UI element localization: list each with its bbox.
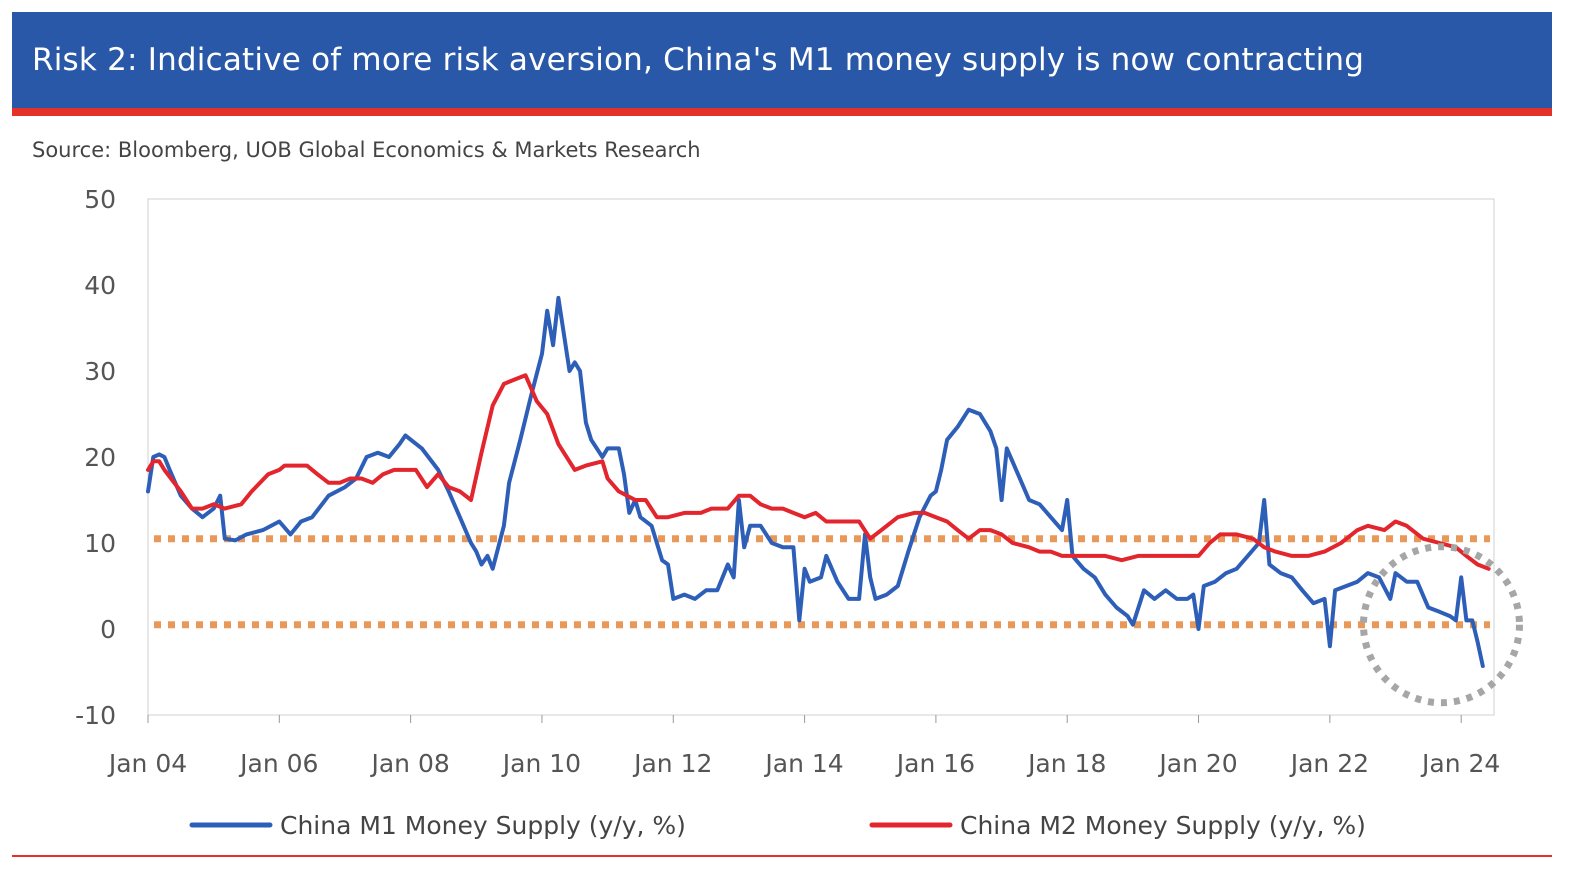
x-tick-label: Jan 08 bbox=[369, 749, 449, 778]
x-axis-ticks: Jan 04 Jan 06 Jan 08 Jan 10 Jan 12 Jan 14 Jan … bbox=[107, 715, 1500, 778]
y-tick-label: -10 bbox=[75, 701, 116, 730]
y-tick-label: 30 bbox=[84, 357, 116, 386]
y-tick-label: 10 bbox=[84, 529, 116, 558]
x-tick-label: Jan 24 bbox=[1420, 749, 1500, 778]
legend-m1-label: China M1 Money Supply (y/y, %) bbox=[280, 811, 686, 840]
series-m2-line bbox=[146, 373, 1491, 571]
legend-m2-label: China M2 Money Supply (y/y, %) bbox=[960, 811, 1366, 840]
legend: China M1 Money Supply (y/y, %) China M2 … bbox=[189, 811, 1366, 840]
plot-area bbox=[147, 198, 1495, 716]
y-tick-label: 50 bbox=[84, 185, 116, 214]
highlight-annotation bbox=[1359, 543, 1523, 707]
y-tick-label: 20 bbox=[84, 443, 116, 472]
x-tick-label: Jan 04 bbox=[107, 749, 187, 778]
source-note: Source: Bloomberg, UOB Global Economics … bbox=[32, 138, 701, 162]
y-tick-label: 40 bbox=[84, 271, 116, 300]
bottom-accent-rule bbox=[12, 855, 1552, 857]
title-accent-rule bbox=[12, 108, 1552, 116]
x-tick-label: Jan 18 bbox=[1026, 749, 1106, 778]
y-axis-ticks: 50 40 30 20 10 0 -10 bbox=[75, 185, 116, 730]
x-tick-label: Jan 14 bbox=[763, 749, 843, 778]
title-banner: Risk 2: Indicative of more risk aversion… bbox=[12, 12, 1552, 108]
x-tick-label: Jan 16 bbox=[895, 749, 975, 778]
x-tick-label: Jan 10 bbox=[501, 749, 581, 778]
x-tick-label: Jan 06 bbox=[238, 749, 318, 778]
chart-title: Risk 2: Indicative of more risk aversion… bbox=[32, 42, 1365, 78]
series-m1-line bbox=[146, 295, 1485, 668]
x-tick-label: Jan 20 bbox=[1157, 749, 1237, 778]
highlight-circle bbox=[1359, 543, 1523, 707]
series-lines bbox=[146, 295, 1491, 668]
x-tick-label: Jan 22 bbox=[1289, 749, 1369, 778]
x-tick-label: Jan 12 bbox=[632, 749, 712, 778]
y-tick-label: 0 bbox=[100, 615, 116, 644]
